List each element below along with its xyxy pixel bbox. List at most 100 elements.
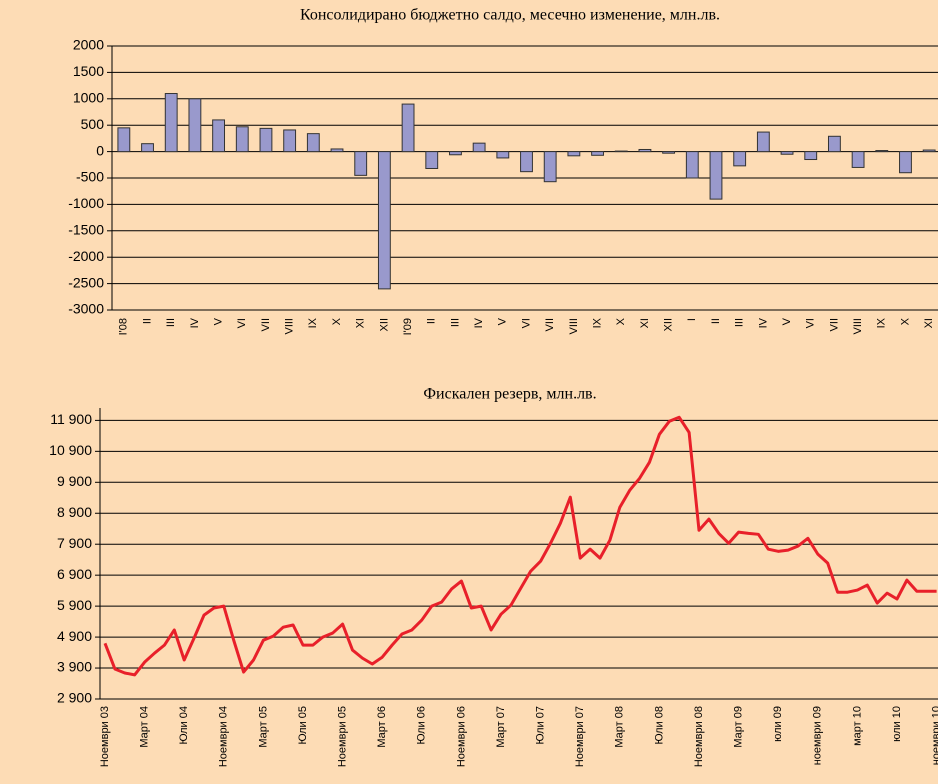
- x-tick-label: I'08: [118, 318, 130, 335]
- bar: [330, 148, 344, 153]
- x-tick-label: III: [165, 318, 177, 327]
- x-tick-label: Март 09: [733, 706, 745, 748]
- x-tick-label: март 10: [851, 706, 863, 746]
- x-tick-label: Ноември 05: [337, 706, 349, 767]
- y-tick-label: -2000: [68, 248, 104, 264]
- bar: [662, 151, 676, 154]
- x-tick-label: Юли 07: [535, 706, 547, 744]
- bar: [756, 131, 770, 153]
- x-tick-label: Март 07: [495, 706, 507, 748]
- y-tick-label: 11 900: [50, 411, 92, 427]
- x-tick-label: VIII: [852, 318, 864, 335]
- y-tick-label: 10 900: [49, 442, 92, 458]
- x-tick-label: Март 06: [376, 706, 388, 748]
- x-tick-label: II: [141, 318, 153, 324]
- bar: [164, 93, 178, 153]
- y-tick-label: 6 900: [57, 566, 92, 582]
- bar: [709, 151, 723, 200]
- y-tick-label: -2500: [68, 274, 104, 290]
- x-tick-label: IV: [473, 317, 485, 328]
- x-tick-label: Ноември 06: [455, 706, 467, 767]
- y-tick-label: 0: [96, 142, 104, 158]
- x-tick-label: V: [497, 317, 509, 325]
- x-tick-label: IV: [189, 317, 201, 328]
- x-tick-label: VIII: [284, 318, 296, 335]
- bar: [212, 119, 226, 153]
- x-tick-label: V: [781, 317, 793, 325]
- y-tick-label: -1000: [68, 195, 104, 211]
- x-tick-label: XI: [355, 318, 367, 328]
- x-tick-label: IX: [876, 317, 888, 328]
- y-tick-label: 4 900: [57, 628, 92, 644]
- x-tick-label: VI: [236, 318, 248, 328]
- y-tick-label: 2000: [73, 37, 104, 53]
- x-tick-label: XII: [663, 318, 675, 331]
- bar: [567, 151, 581, 157]
- bar: [188, 98, 202, 153]
- x-tick-label: VI: [805, 318, 817, 328]
- y-tick-label: 1500: [73, 63, 104, 79]
- x-tick-label: I'09: [402, 318, 414, 335]
- x-tick-label: Ноември 08: [693, 706, 705, 767]
- bar: [875, 150, 889, 153]
- x-tick-label: Юли 08: [653, 706, 665, 744]
- x-tick-label: VII: [260, 318, 272, 331]
- bar: [283, 129, 297, 153]
- x-tick-label: IV: [757, 317, 769, 328]
- x-tick-label: II: [426, 318, 438, 324]
- bar: [614, 150, 628, 153]
- x-tick-label: VI: [520, 318, 532, 328]
- y-tick-label: -500: [76, 169, 104, 185]
- y-tick-label: 7 900: [57, 535, 92, 551]
- x-tick-label: Юли 04: [178, 706, 190, 744]
- x-tick-label: юли 10: [891, 706, 903, 742]
- bar: [141, 143, 154, 153]
- chart-title: Фискален резерв, млн.лв.: [423, 386, 596, 403]
- bar: [117, 127, 131, 153]
- y-tick-label: -3000: [68, 301, 104, 317]
- x-tick-label: X: [899, 317, 911, 325]
- bar: [520, 151, 533, 173]
- x-tick-label: V: [212, 317, 224, 325]
- x-tick-label: VII: [544, 318, 556, 331]
- x-tick-label: Март 04: [139, 706, 151, 748]
- x-tick-label: IX: [591, 317, 603, 328]
- x-tick-label: X: [331, 317, 343, 325]
- bar: [377, 151, 391, 290]
- y-tick-label: 500: [81, 116, 105, 132]
- bar: [591, 151, 604, 156]
- x-tick-label: III: [449, 318, 461, 327]
- x-tick-label: Март 08: [614, 706, 626, 748]
- bar: [235, 126, 249, 153]
- bar: [496, 151, 510, 159]
- chart-title: Консолидирано бюджетно салдо, месечно из…: [300, 7, 720, 24]
- y-tick-label: 3 900: [57, 659, 92, 675]
- y-tick-label: -1500: [68, 222, 104, 238]
- y-tick-label: 8 900: [57, 504, 92, 520]
- x-tick-label: XII: [378, 318, 390, 331]
- bar: [827, 135, 841, 153]
- x-tick-label: II: [710, 318, 722, 324]
- x-tick-label: VIII: [568, 318, 580, 335]
- x-tick-label: XI: [639, 318, 651, 328]
- x-tick-label: XI: [923, 318, 935, 328]
- x-tick-label: III: [734, 318, 746, 327]
- bar: [733, 151, 747, 167]
- bar: [306, 133, 320, 153]
- bar: [899, 151, 912, 174]
- bar: [780, 151, 794, 155]
- x-tick-label: юли 09: [772, 706, 784, 742]
- x-tick-label: Ноември 03: [99, 706, 111, 767]
- bar: [449, 151, 462, 156]
- bar: [472, 142, 486, 153]
- bar: [425, 151, 439, 169]
- y-tick-label: 2 900: [57, 690, 92, 706]
- bar: [259, 127, 273, 153]
- x-tick-label: Юли 06: [416, 706, 428, 744]
- x-tick-label: ноември 09: [812, 706, 824, 765]
- bar: [922, 149, 936, 153]
- x-tick-label: I: [686, 318, 698, 321]
- line: [103, 415, 937, 677]
- x-tick-label: Юли 05: [297, 706, 309, 744]
